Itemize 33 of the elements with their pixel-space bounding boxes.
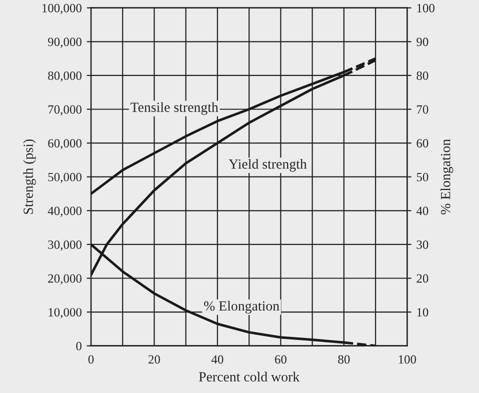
y-tick-label: 90,000 [48,38,82,48]
series-label: Yield strength [228,158,307,172]
y2-tick-label: 90 [416,38,428,46]
y-tick-label: 60,000 [48,139,82,150]
y2-axis-title: % Elongation [440,139,454,214]
series-label: % Elongation [204,300,280,314]
y2-tick-label: 30 [416,240,428,249]
y2-tick-label: 20 [416,274,428,283]
y2-tick-label: 80 [416,71,428,80]
y-tick-label: 0 [76,342,82,350]
y-axis-title: Strength (psi) [23,139,36,214]
x-tick-label: 60 [274,355,286,364]
y-tick-label: 40,000 [48,206,82,217]
x-axis-title: Percent cold work [198,372,300,382]
y2-tick-label: 50 [416,172,428,182]
x-tick-label: 0 [88,355,94,364]
y-tick-label: 30,000 [48,240,82,251]
series-label: Tensile strength [130,102,218,115]
y-tick-label: 20,000 [48,274,82,285]
y2-tick-label: 10 [417,308,428,316]
y2-tick-label: 40 [416,206,428,216]
y-tick-label: 70,000 [48,105,82,116]
y2-tick-label: 70 [417,105,428,114]
x-tick-label: 20 [148,355,160,364]
y-tick-label: 50,000 [48,172,82,184]
y-tick-label: 100,000 [42,4,82,14]
y2-tick-label: 100 [417,4,434,12]
y-tick-label: 80,000 [48,71,82,82]
y-tick-label: 10,000 [48,308,82,318]
x-tick-label: 40 [211,355,224,364]
y2-tick-label: 60 [416,139,428,148]
x-tick-label: 80 [338,355,350,364]
x-tick-label: 100 [398,355,416,364]
